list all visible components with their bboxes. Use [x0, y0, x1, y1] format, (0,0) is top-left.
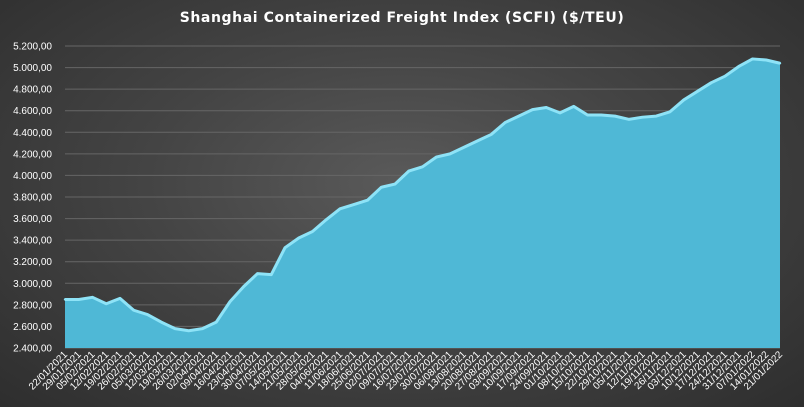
data-point: [503, 121, 507, 124]
data-point: [173, 327, 177, 330]
data-point: [462, 146, 465, 149]
data-point: [655, 114, 658, 118]
data-point: [283, 246, 287, 249]
data-point: [435, 155, 438, 159]
y-tick-label: 3.600,00: [13, 214, 52, 225]
data-point: [613, 114, 617, 118]
data-point: [778, 62, 782, 65]
data-point: [366, 199, 369, 202]
data-point: [201, 327, 204, 330]
data-point: [586, 113, 589, 117]
data-point: [448, 152, 452, 156]
data-point: [228, 300, 232, 303]
data-point: [572, 105, 575, 108]
y-tick-label: 3.000,00: [13, 279, 52, 290]
data-point: [297, 236, 300, 240]
data-point: [118, 297, 122, 300]
y-tick-label: 3.800,00: [13, 193, 52, 204]
y-tick-label: 2.800,00: [13, 300, 52, 311]
y-tick-label: 2.400,00: [13, 344, 52, 355]
data-point: [517, 114, 520, 118]
data-point: [600, 113, 603, 117]
data-point: [710, 81, 713, 84]
y-tick-label: 2.600,00: [13, 322, 52, 333]
data-point: [558, 111, 562, 115]
data-point: [490, 133, 493, 136]
data-point: [476, 139, 479, 143]
data-point: [132, 309, 135, 312]
data-point: [325, 218, 328, 221]
data-point: [160, 320, 163, 324]
x-axis-ticks: 22/01/202129/01/202105/02/202112/02/2021…: [27, 349, 785, 392]
data-point: [737, 65, 740, 68]
area-fill: [65, 58, 780, 348]
y-axis-ticks: 2.400,00 2.600,00 2.800,00 3.000,00 3.200,00…: [13, 42, 52, 355]
data-point: [215, 320, 218, 324]
data-point: [765, 58, 768, 62]
data-point: [627, 118, 630, 121]
data-point: [545, 106, 548, 109]
data-point: [338, 207, 342, 211]
y-tick-label: 4.600,00: [13, 106, 52, 117]
data-point: [63, 298, 67, 301]
data-point: [352, 203, 355, 206]
chart-title: Shanghai Containerized Freight Index (SC…: [179, 10, 625, 26]
data-point: [751, 57, 754, 61]
y-tick-label: 4.800,00: [13, 85, 52, 96]
data-point: [77, 298, 80, 301]
data-point: [723, 75, 727, 78]
data-point: [421, 165, 424, 168]
data-point: [407, 169, 410, 173]
y-tick-label: 4.400,00: [13, 128, 52, 139]
data-point: [393, 182, 397, 186]
data-point: [146, 313, 149, 316]
data-point: [668, 110, 672, 113]
y-tick-label: 4.200,00: [13, 149, 52, 160]
data-point: [270, 273, 273, 276]
y-tick-label: 3.400,00: [13, 236, 52, 247]
data-point: [242, 285, 245, 288]
y-tick-label: 4.000,00: [13, 171, 52, 182]
data-point: [696, 90, 699, 93]
data-point: [91, 296, 94, 299]
data-point: [105, 302, 108, 305]
area-series: [63, 57, 782, 348]
data-point: [531, 108, 534, 111]
y-tick-label: 5.200,00: [13, 42, 52, 53]
data-point: [187, 329, 190, 332]
data-point: [256, 272, 259, 275]
y-tick-label: 5.000,00: [13, 63, 52, 74]
y-tick-label: 3.200,00: [13, 257, 52, 268]
data-point: [380, 186, 383, 189]
data-point: [641, 115, 644, 119]
data-point: [682, 98, 685, 102]
data-point: [311, 230, 314, 233]
